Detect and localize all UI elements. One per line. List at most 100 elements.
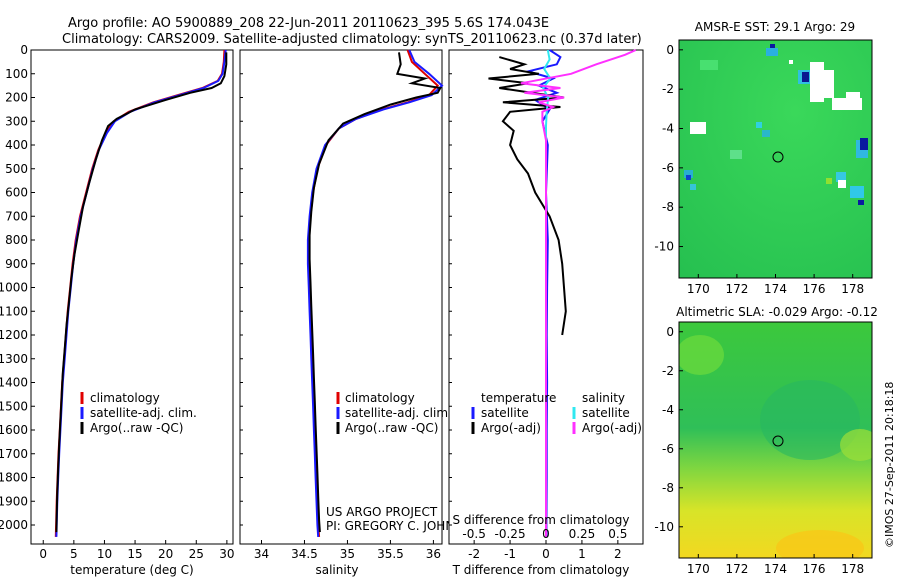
sla-map-title: Altimetric SLA: -0.029 Argo: -0.12 [676,305,878,319]
sst-missing-cell [818,70,834,98]
imos-stamp: ©IMOS 27-Sep-2011 20:18:18 [883,382,896,548]
map-x-tick-label: 174 [764,282,787,296]
x-tick-label: 35.5 [377,547,404,561]
map-y-tick-label: -10 [654,240,674,254]
map-x-tick-label: 170 [687,282,710,296]
y-tick-label: 400 [5,138,28,152]
y-tick-label: 1000 [0,281,28,295]
sst-missing-cell [838,180,846,188]
sst-cyan-patch [766,48,778,56]
y-tick-label: 1900 [0,494,28,508]
sst-cyan-patch [762,130,770,137]
map-x-tick-label: 178 [841,562,864,576]
y-tick-label: 1500 [0,399,28,413]
legend-title-temperature: temperature [481,391,556,405]
series-line-argo [55,52,228,533]
map-x-tick-label: 172 [725,562,748,576]
sst-warm-patch [730,150,742,159]
s-difference-xlabel: S difference from climatology [453,513,630,527]
sla-high-region [840,429,872,461]
figure-title-line1: Argo profile: AO 5900889_208 22-Jun-2011… [68,16,549,31]
sst-cyan-patch [836,172,846,182]
map-y-tick-label: -8 [662,200,674,214]
x-tick-label: 0 [39,547,47,561]
x-tick-label: 10 [97,547,112,561]
x-tick-label: 20 [158,547,173,561]
salinity-panel: 34 34.5 35 35.5 36 salinity climatology sate… [239,49,480,577]
legend-label-sal-argo: Argo(-adj) [582,421,642,435]
sst-missing-cell [690,122,706,134]
map-y-tick-label: 0 [666,43,674,57]
y-tick-label: 900 [5,257,28,271]
temperature-xlabel: temperature (deg C) [70,563,193,577]
s-tick-label: 0 [542,527,550,541]
map-x-tick-label: 174 [764,562,787,576]
x-tick-label: 0 [542,547,550,561]
sst-argo-marker [772,151,784,163]
sst-cyan-patch [690,184,696,190]
legend-label-satellite: satellite-adj. clim. [345,406,452,420]
map-y-tick-label: -10 [654,520,674,534]
sst-warm-patch [700,60,718,70]
sst-blue-patch [686,175,691,180]
x-tick-label: 30 [219,547,234,561]
s-tick-label: 0.5 [608,527,627,541]
map-x-tick-label: 178 [841,282,864,296]
x-tick-label: 2 [614,547,622,561]
figure-title-line2: Climatology: CARS2009. Satellite-adjuste… [62,32,642,47]
map-y-tick-label: -4 [662,403,674,417]
x-tick-label: 5 [70,547,78,561]
x-tick-label: 25 [189,547,204,561]
map-x-tick-label: 172 [725,282,748,296]
sst-cyan-patch [756,122,762,128]
map-y-tick-label: -6 [662,442,674,456]
s-tick-label: 0.25 [569,527,596,541]
temperature-diff-legend: temperature satellite Argo(-adj) [471,391,556,435]
salinity-xlabel: salinity [315,563,358,577]
x-tick-label: -1 [504,547,516,561]
sst-blue-patch [770,44,775,48]
legend-label-temp-satellite: satellite [481,406,529,420]
sst-missing-cell [846,92,860,102]
x-tick-label: 1 [578,547,586,561]
y-tick-label: 1800 [0,471,28,485]
map-y-tick-label: -6 [662,161,674,175]
sst-blue-patch [860,138,868,150]
map-y-tick-label: -4 [662,122,674,136]
map-y-tick-label: -8 [662,481,674,495]
legend-label-argo: Argo(..raw -QC) [345,421,438,435]
x-tick-label: 36 [426,547,441,561]
salinity-axes-frame [239,49,443,545]
map-y-tick-label: -2 [662,82,674,96]
difference-panel: -2 -1 0 1 2 -0.5 -0.25 0 0.25 0.5 S difference fr… [448,49,644,577]
y-tick-label: 1700 [0,447,28,461]
sst-blue-patch [802,72,809,82]
map-x-tick-label: 170 [687,562,710,576]
temperature-axes-frame [30,49,234,545]
map-y-tick-label: -2 [662,364,674,378]
x-tick-label: 34 [254,547,269,561]
sst-cyan-patch [684,170,693,178]
y-tick-label: 300 [5,114,28,128]
sla-high-region [679,335,724,375]
x-tick-label: 34.5 [291,547,318,561]
sla-low-region [760,380,860,460]
sst-missing-data [690,60,862,188]
salinity-legend: climatology satellite-adj. clim. Argo(..… [336,391,452,435]
legend-label-argo: Argo(..raw -QC) [90,421,183,435]
sst-map-field [679,40,872,278]
y-tick-label: 1400 [0,376,28,390]
series-line-argo [308,52,442,533]
y-tick-label: 800 [5,233,28,247]
sla-argo-marker [772,435,784,447]
legend-title-salinity: salinity [582,391,625,405]
map-x-tick-label: 176 [803,282,826,296]
y-tick-label: 600 [5,186,28,200]
sst-map-patches [684,44,868,205]
y-tick-label: 500 [5,162,28,176]
sla-map-panel: Altimetric SLA: -0.029 Argo: -0.12 170 17… [654,305,878,576]
x-tick-label: -2 [468,547,480,561]
y-tick-label: 100 [5,67,28,81]
y-tick-label: 1200 [0,328,28,342]
